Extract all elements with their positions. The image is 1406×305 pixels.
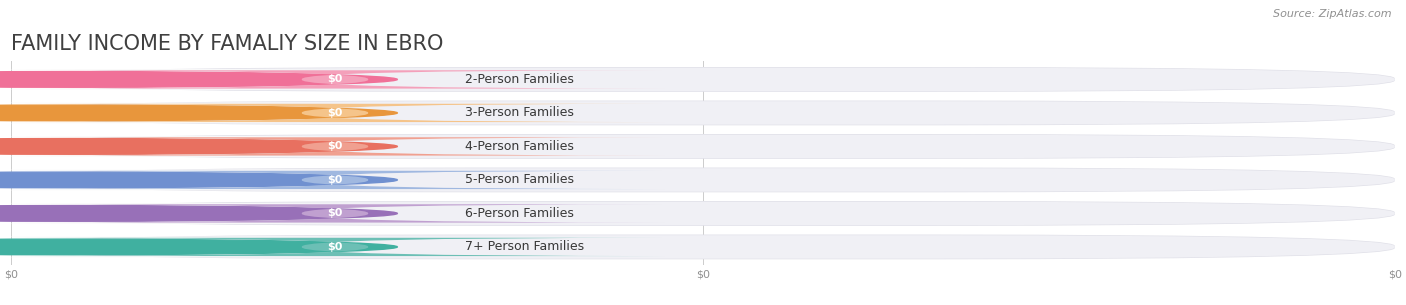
FancyBboxPatch shape bbox=[11, 135, 1395, 158]
Text: $0: $0 bbox=[328, 208, 343, 218]
Text: 3-Person Families: 3-Person Families bbox=[465, 106, 575, 120]
Text: $0: $0 bbox=[328, 175, 343, 185]
Text: 6-Person Families: 6-Person Families bbox=[465, 207, 575, 220]
Circle shape bbox=[0, 105, 398, 121]
Text: $0: $0 bbox=[328, 108, 343, 118]
FancyBboxPatch shape bbox=[11, 134, 1395, 159]
FancyBboxPatch shape bbox=[11, 235, 1395, 259]
FancyBboxPatch shape bbox=[0, 136, 432, 157]
FancyBboxPatch shape bbox=[11, 67, 1395, 92]
FancyBboxPatch shape bbox=[0, 203, 432, 224]
Text: 2-Person Families: 2-Person Families bbox=[465, 73, 575, 86]
Text: $0: $0 bbox=[328, 242, 343, 252]
FancyBboxPatch shape bbox=[0, 102, 432, 123]
FancyBboxPatch shape bbox=[11, 202, 1395, 225]
FancyBboxPatch shape bbox=[6, 137, 665, 156]
FancyBboxPatch shape bbox=[11, 168, 1395, 192]
Text: 4-Person Families: 4-Person Families bbox=[465, 140, 575, 153]
FancyBboxPatch shape bbox=[11, 167, 1395, 192]
Text: $0: $0 bbox=[328, 142, 343, 151]
FancyBboxPatch shape bbox=[6, 204, 665, 223]
FancyBboxPatch shape bbox=[0, 237, 432, 257]
Circle shape bbox=[0, 239, 398, 255]
FancyBboxPatch shape bbox=[6, 104, 665, 122]
FancyBboxPatch shape bbox=[0, 170, 432, 190]
FancyBboxPatch shape bbox=[11, 68, 1395, 91]
FancyBboxPatch shape bbox=[6, 70, 665, 88]
FancyBboxPatch shape bbox=[11, 101, 1395, 125]
Circle shape bbox=[0, 172, 398, 188]
Text: FAMILY INCOME BY FAMALIY SIZE IN EBRO: FAMILY INCOME BY FAMALIY SIZE IN EBRO bbox=[11, 34, 444, 54]
Text: $0: $0 bbox=[328, 74, 343, 84]
FancyBboxPatch shape bbox=[6, 171, 665, 189]
FancyBboxPatch shape bbox=[11, 101, 1395, 125]
FancyBboxPatch shape bbox=[11, 235, 1395, 259]
Circle shape bbox=[0, 138, 398, 154]
FancyBboxPatch shape bbox=[11, 201, 1395, 226]
FancyBboxPatch shape bbox=[0, 69, 432, 90]
Text: 7+ Person Families: 7+ Person Families bbox=[465, 240, 585, 253]
Circle shape bbox=[0, 72, 398, 87]
Text: Source: ZipAtlas.com: Source: ZipAtlas.com bbox=[1274, 9, 1392, 19]
FancyBboxPatch shape bbox=[6, 238, 665, 256]
Circle shape bbox=[0, 206, 398, 221]
Text: 5-Person Families: 5-Person Families bbox=[465, 174, 575, 186]
